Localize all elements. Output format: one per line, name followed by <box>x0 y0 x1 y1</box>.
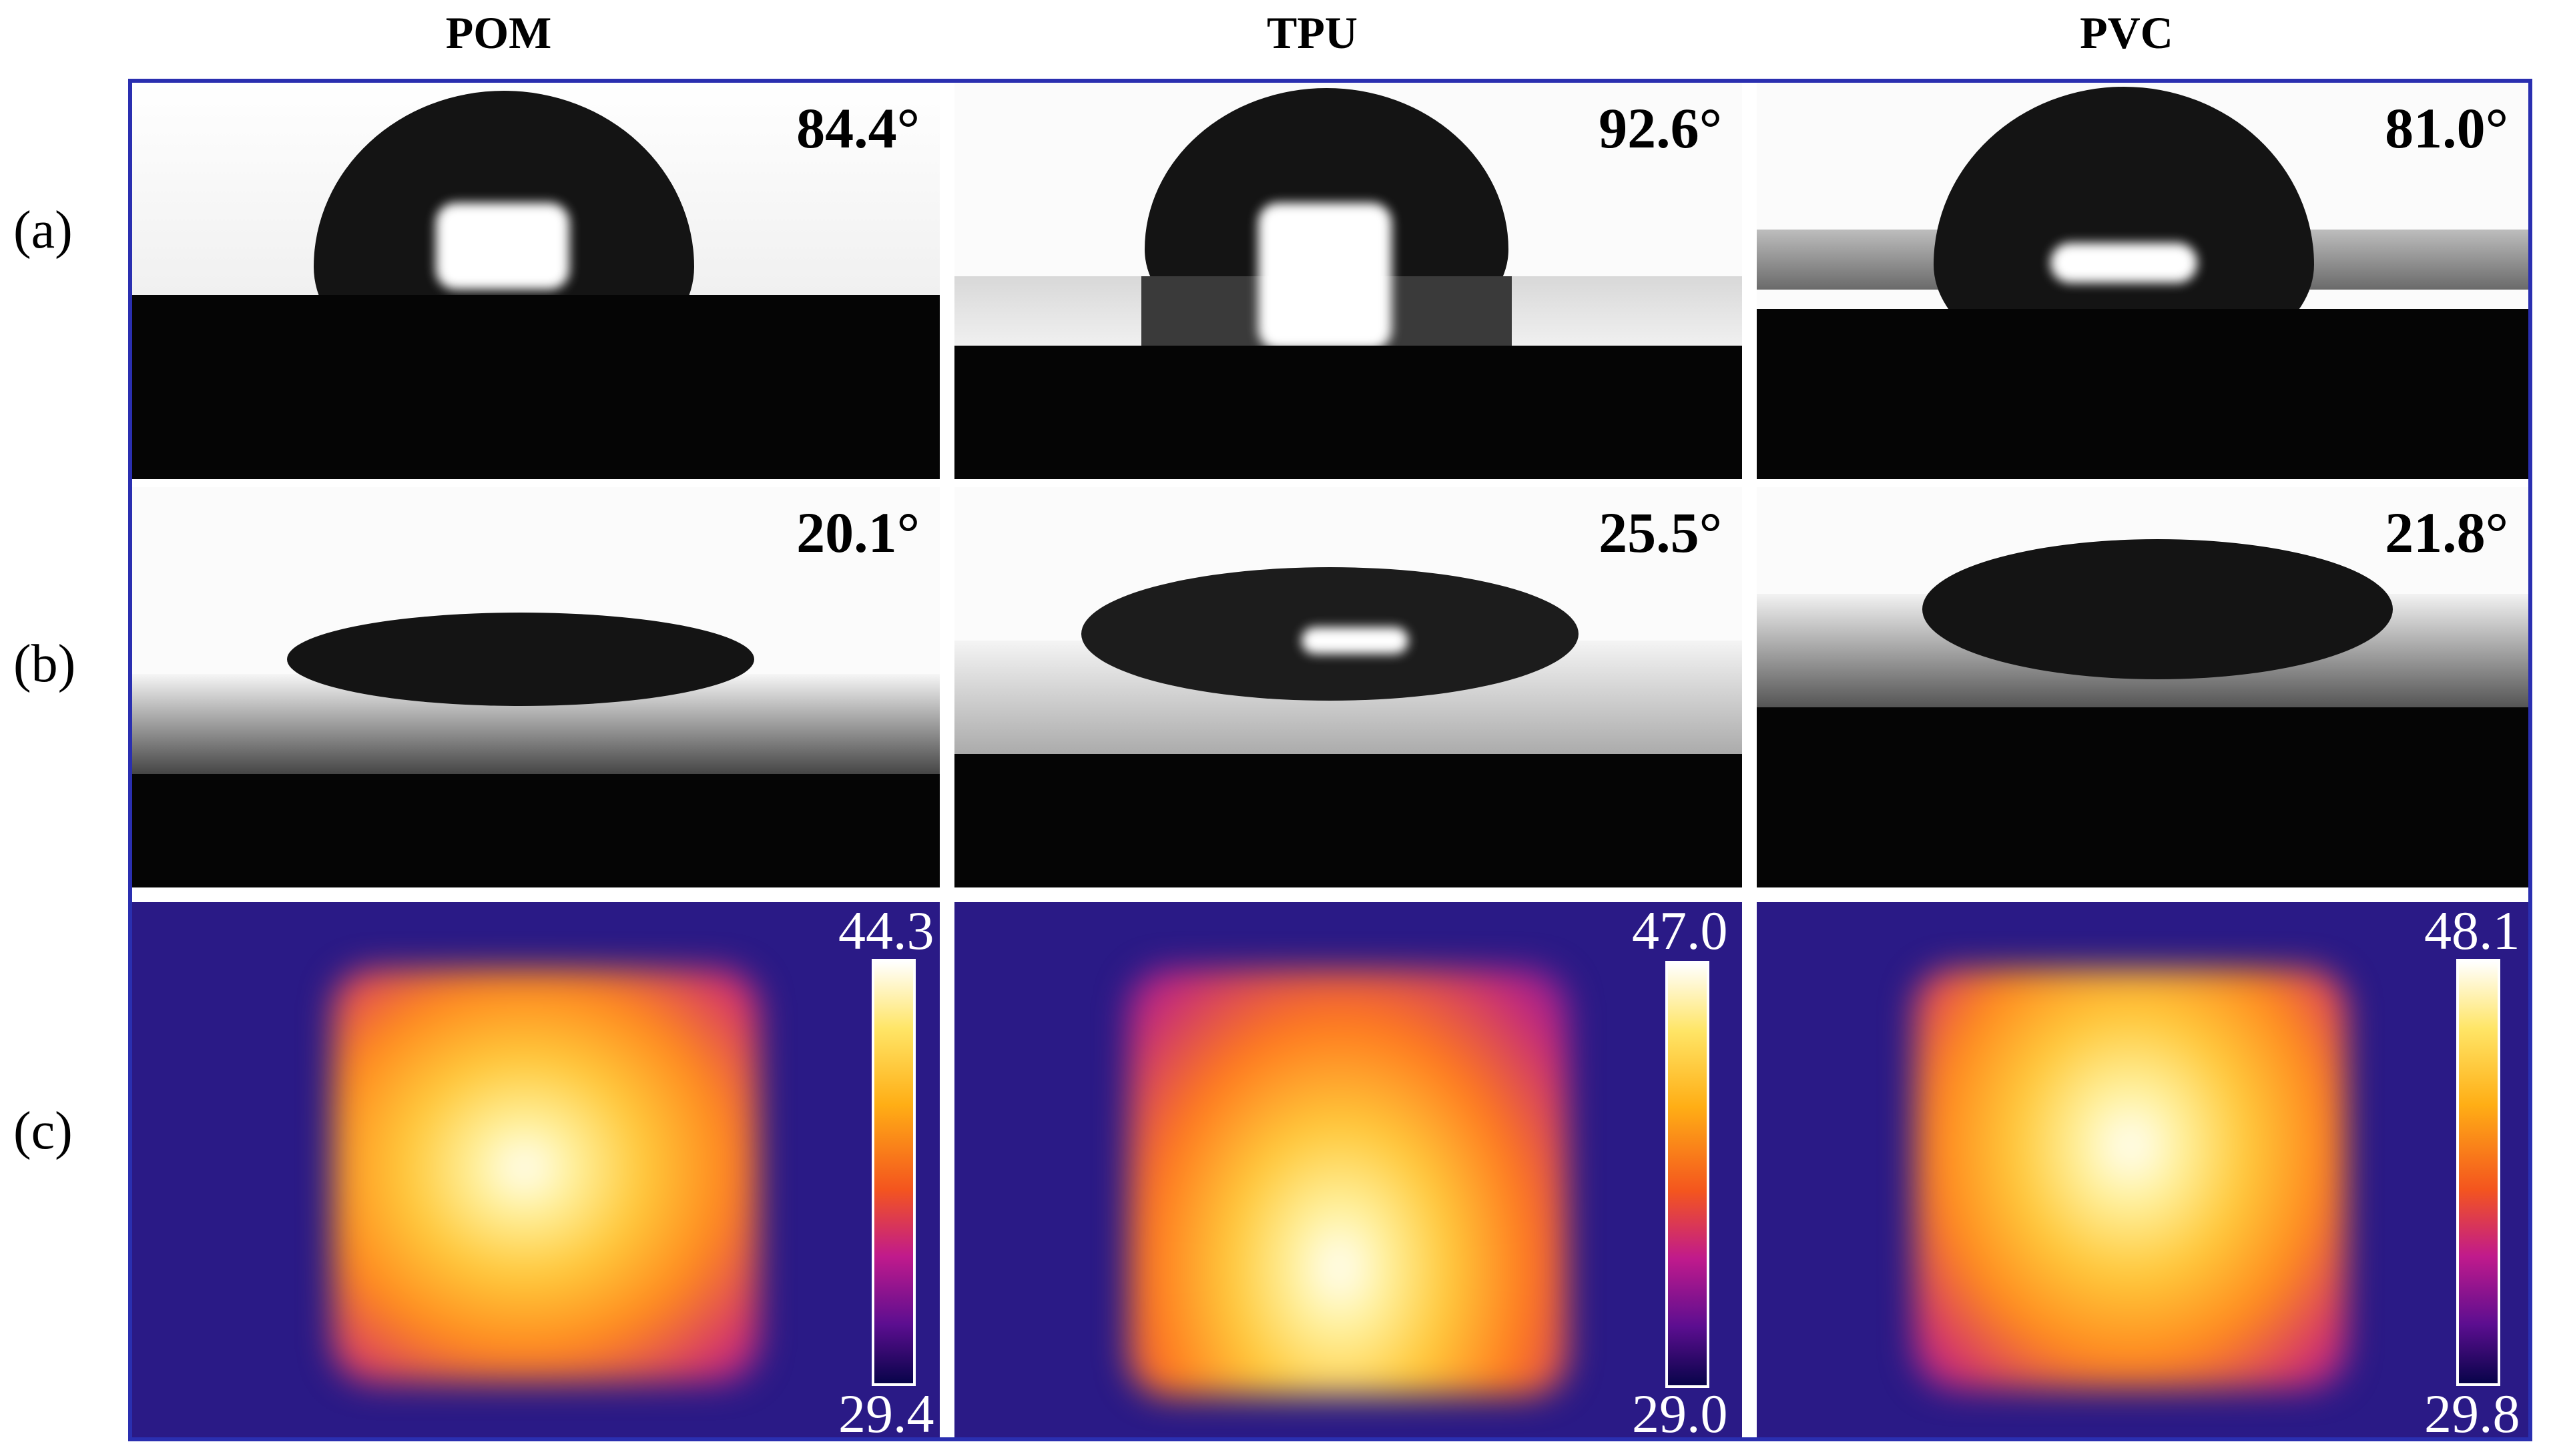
colorbar <box>2456 959 2500 1386</box>
contact-angle-label: 92.6° <box>1599 96 1722 160</box>
contact-angle-label: 21.8° <box>2385 500 2508 565</box>
contact-angle-label: 20.1° <box>796 500 920 565</box>
oil-droplet <box>1922 539 2393 679</box>
column-title-pom: POM <box>445 7 552 58</box>
contact-angle-label: 81.0° <box>2385 96 2508 160</box>
colorbar-max-label: 48.1 <box>2424 902 2520 961</box>
contact-angle-label: 25.5° <box>1599 500 1722 565</box>
thermal-panel-pom: 44.3 29.4 <box>132 902 940 1437</box>
panel-a-tpu: 92.6° <box>954 83 1742 479</box>
oil-droplet <box>287 613 754 706</box>
colorbar <box>872 959 916 1386</box>
thermal-panel-pvc: 48.1 29.8 <box>1757 902 2528 1437</box>
column-title-pvc: PVC <box>2080 7 2173 58</box>
heated-sample <box>332 969 760 1383</box>
panel-a-pvc: 81.0° <box>1757 83 2528 479</box>
panel-b-pom: 20.1° <box>132 487 940 887</box>
row-label-b: (b) <box>13 635 76 693</box>
colorbar-max-label: 47.0 <box>1632 902 1728 961</box>
heated-sample <box>1914 969 2347 1389</box>
thermal-panel-tpu: 47.0 29.0 <box>954 902 1742 1437</box>
panel-b-pvc: 21.8° <box>1757 487 2528 887</box>
row-label-a: (a) <box>13 201 73 260</box>
colorbar-max-label: 44.3 <box>838 902 934 961</box>
heated-sample <box>1128 969 1569 1396</box>
panel-b-tpu: 25.5° <box>954 487 1742 887</box>
colorbar-min-label: 29.0 <box>1632 1383 1728 1437</box>
contact-angle-label: 84.4° <box>796 96 920 160</box>
colorbar <box>1665 961 1709 1388</box>
colorbar-min-label: 29.4 <box>838 1383 934 1437</box>
column-title-tpu: TPU <box>1267 7 1358 58</box>
colorbar-min-label: 29.8 <box>2424 1383 2520 1437</box>
panel-a-pom: 84.4° <box>132 83 940 479</box>
row-label-c: (c) <box>13 1102 73 1160</box>
